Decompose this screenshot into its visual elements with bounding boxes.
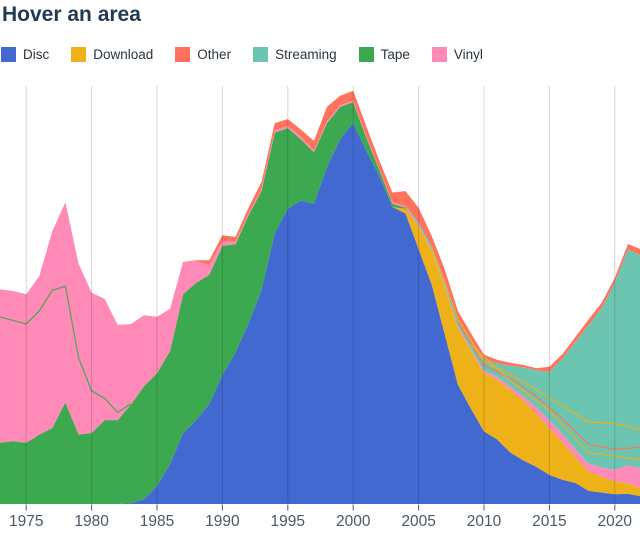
other-video-sliver-line [457,321,640,451]
legend-swatch-streaming [253,47,269,62]
legend-swatch-tape [358,47,374,62]
area-streaming[interactable] [0,100,640,470]
x-axis-tick-label-2005: 2005 [401,513,435,530]
legend-item-streaming: Streaming [253,47,337,62]
x-axis-tick-label-1995: 1995 [271,513,305,530]
legend-item-download: Download [71,47,153,62]
legend-label-disc: Disc [23,47,50,62]
legend-swatch-other [175,47,191,62]
x-axis-tick-label-1990: 1990 [205,513,240,530]
area-download[interactable] [0,123,640,504]
legend-label-streaming: Streaming [275,47,337,62]
tape-8track-boundary-line [0,285,132,414]
legend: Disc Download Other Streaming Tape Vinyl [1,47,483,62]
legend-label-tape: Tape [380,47,410,62]
area-disc[interactable] [0,123,640,504]
x-axis-tick-label-2010: 2010 [467,513,502,530]
x-axis-tick-label-2015: 2015 [532,513,566,530]
legend-swatch-download [71,47,87,62]
legend-swatch-disc [1,47,16,62]
legend-label-vinyl: Vinyl [453,47,483,62]
area-tape[interactable] [0,102,640,504]
legend-item-other: Other [175,47,231,62]
x-axis-tick-label-1975: 1975 [9,513,43,530]
x-axis-tick-label-1980: 1980 [74,513,109,530]
legend-item-disc: Disc [1,47,49,62]
legend-swatch-vinyl [431,47,447,62]
legend-label-other: Other [197,47,232,62]
x-axis-tick-label-2020: 2020 [598,513,633,530]
x-axis-tick-label-2000: 2000 [336,513,371,530]
x-axis-tick-label-1985: 1985 [140,513,174,530]
download-sliver-upper-line [431,246,640,431]
legend-item-vinyl: Vinyl [431,47,483,62]
download-sliver-lower-line [470,344,640,461]
legend-label-download: Download [93,47,154,62]
legend-item-tape: Tape [358,47,410,62]
chart-title: Hover an area [2,3,141,26]
